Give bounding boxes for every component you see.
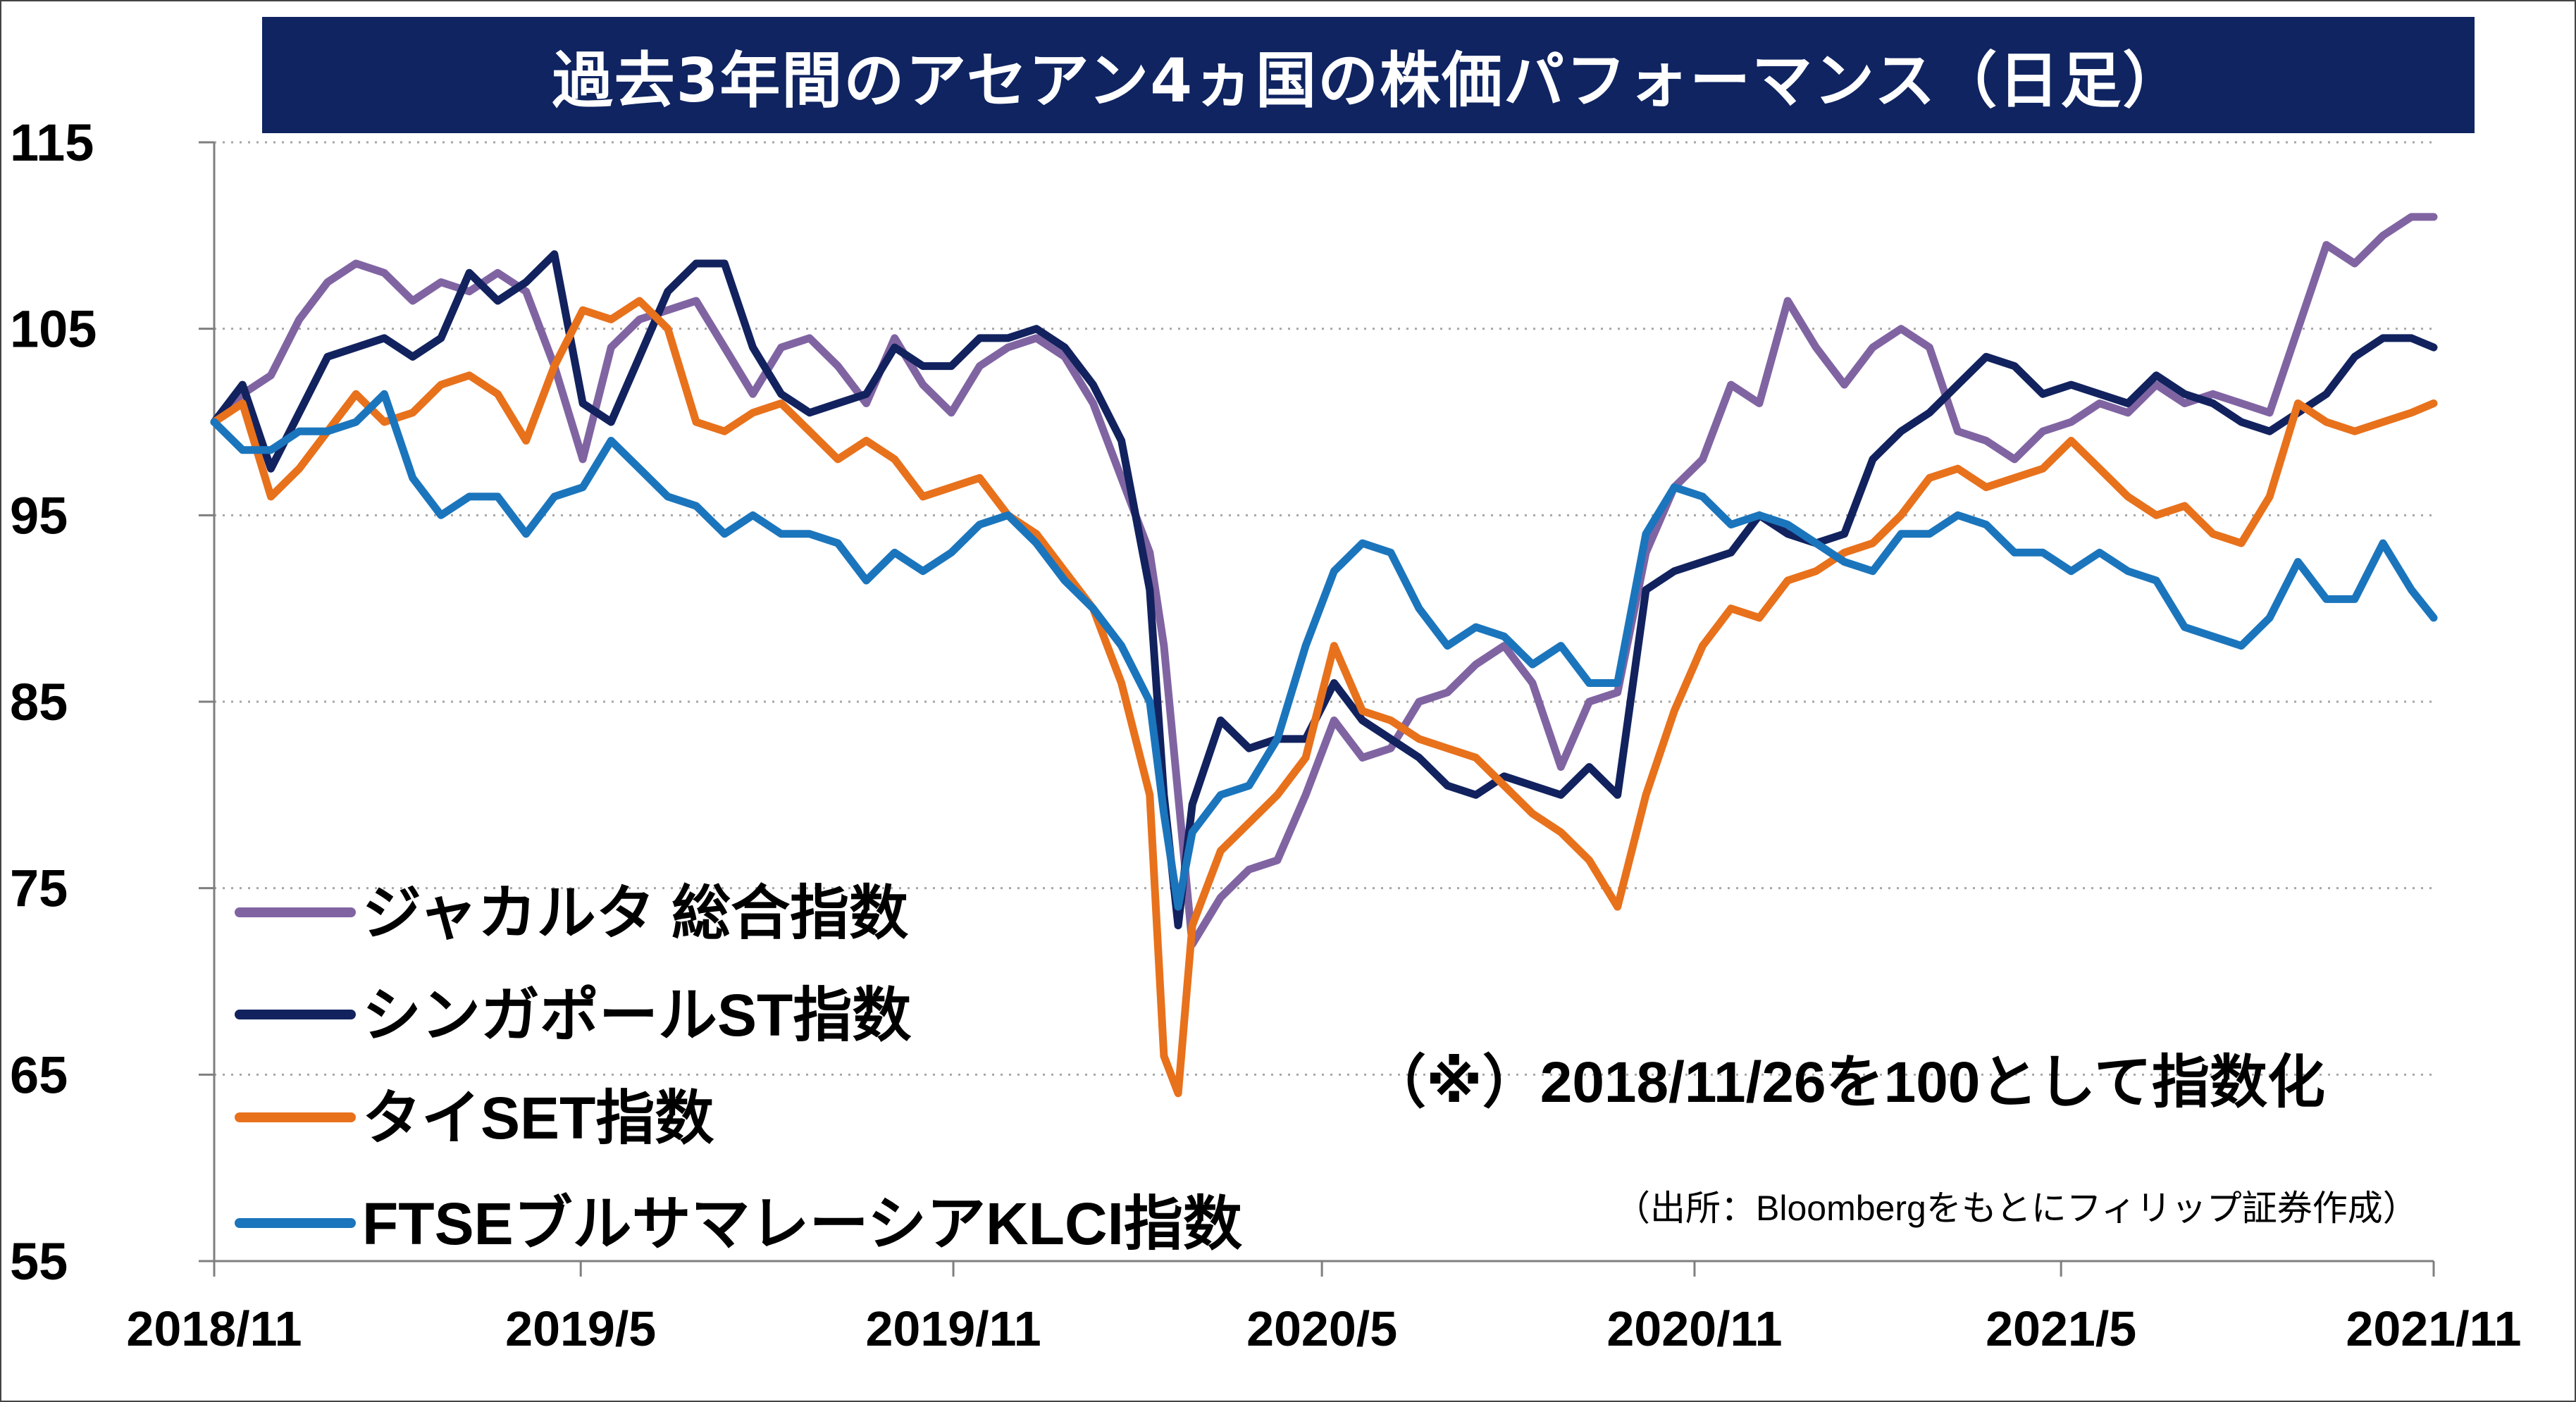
legend-label: FTSEブルサマレーシアKLCI指数 bbox=[362, 1191, 1242, 1257]
series-line-2 bbox=[210, 250, 2438, 930]
title-banner: 過去3年間のアセアン4ヵ国の株価パフォーマンス（日足） bbox=[262, 17, 2475, 133]
series-line-4 bbox=[210, 390, 2438, 911]
y-tick-labels: 115 105 95 85 75 65 55 bbox=[10, 113, 97, 1291]
x-tick-label: 2018/11 bbox=[126, 1301, 302, 1356]
x-tick-label: 2019/11 bbox=[865, 1301, 1041, 1356]
x-tick-label: 2019/5 bbox=[505, 1301, 656, 1356]
legend-label: ジャカルタ 総合指数 bbox=[362, 880, 908, 946]
x-tick-labels: 2018/11 2019/5 2019/11 2020/5 2020/11 2021/5 2… bbox=[126, 1301, 2521, 1356]
legend-label: タイSET指数 bbox=[362, 1085, 714, 1151]
series-lines bbox=[210, 213, 2438, 1098]
y-tick-label: 95 bbox=[10, 486, 68, 545]
y-tick-label: 65 bbox=[10, 1046, 68, 1104]
x-tick-label: 2020/11 bbox=[1606, 1301, 1782, 1356]
chart-title: 過去3年間のアセアン4ヵ国の株価パフォーマンス（日足） bbox=[552, 46, 2185, 116]
y-tick-label: 85 bbox=[10, 673, 68, 731]
series-line-3 bbox=[210, 297, 2438, 1098]
y-tick-label: 105 bbox=[10, 300, 97, 359]
y-tick-label: 115 bbox=[10, 113, 94, 172]
y-tick-label: 75 bbox=[10, 860, 68, 918]
index-note: （※）2018/11/26を100として指数化 bbox=[1368, 1050, 2325, 1115]
legend-label: シンガポールST指数 bbox=[362, 982, 911, 1048]
source-note: （出所：Bloombergをもとにフィリップ証券作成） bbox=[1615, 1189, 2418, 1228]
x-tick-label: 2020/5 bbox=[1246, 1301, 1397, 1356]
x-tick-label: 2021/5 bbox=[1986, 1301, 2136, 1356]
series-line-1 bbox=[210, 213, 2438, 948]
x-tick-label: 2021/11 bbox=[2346, 1301, 2521, 1356]
axes bbox=[199, 141, 2435, 1277]
y-tick-label: 55 bbox=[10, 1232, 68, 1291]
